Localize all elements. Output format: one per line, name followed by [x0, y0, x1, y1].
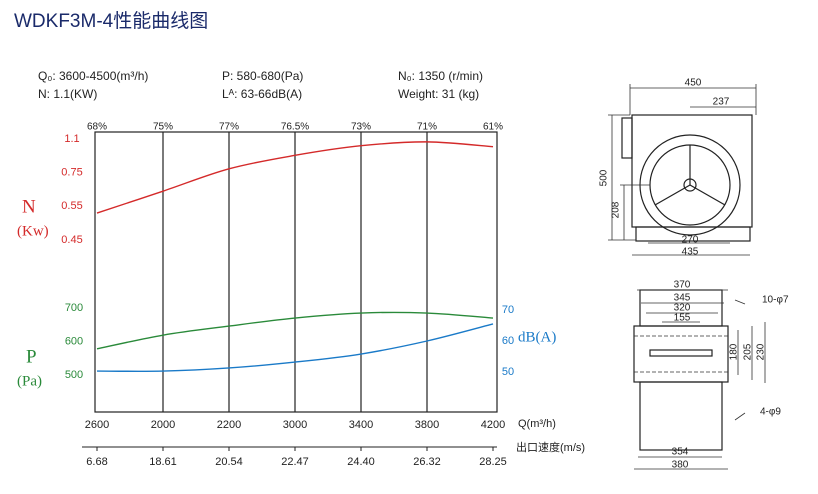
- top-label: 71%: [417, 122, 437, 133]
- top-label: 77%: [219, 122, 239, 133]
- y-tick-label: 500: [65, 369, 83, 381]
- dimension: 205: [743, 343, 754, 360]
- y-tick-label: 600: [65, 335, 83, 347]
- spec: Q₀: 3600-4500(m³/h): [38, 69, 148, 83]
- spec: Lᴬ: 63-66dB(A): [222, 87, 302, 101]
- y-tick-label: 60: [502, 335, 514, 347]
- spec: N₀: 1350 (r/min): [398, 69, 483, 83]
- x-tick-label: 3000: [283, 419, 307, 431]
- speed-label: 24.40: [347, 456, 375, 468]
- plot-frame: [94, 131, 498, 413]
- dimension: 450: [685, 78, 702, 89]
- y-tick-label: 0.75: [61, 167, 82, 179]
- dimension: 500: [599, 169, 610, 186]
- y-tick-label: 0.55: [61, 200, 82, 212]
- axis-unit: (Kw): [17, 223, 49, 239]
- y-tick-label: 0.45: [61, 234, 82, 246]
- x-tick-label: 2000: [151, 419, 175, 431]
- speed-label: 28.25: [479, 456, 507, 468]
- dimension: 380: [672, 460, 689, 471]
- dimension: 270: [682, 235, 699, 246]
- dimension: 370: [674, 280, 691, 291]
- axis-name: N: [22, 196, 36, 217]
- speed-label: 6.68: [86, 456, 107, 468]
- speed-label: 22.47: [281, 456, 309, 468]
- top-label: 76.5%: [281, 122, 309, 133]
- x-tick-label: 3800: [415, 419, 439, 431]
- x-tick-label: 4200: [481, 419, 505, 431]
- x-tick-label: 2600: [85, 419, 109, 431]
- speed-label: 20.54: [215, 456, 243, 468]
- x-tick-label: 2200: [217, 419, 241, 431]
- speed-label: 18.61: [149, 456, 177, 468]
- y-tick-label: 70: [502, 304, 514, 316]
- speed-axis-label: 出口速度(m/s): [516, 440, 585, 454]
- dimension: 320: [674, 303, 691, 314]
- axis-name: dB(A): [518, 329, 556, 345]
- top-drawing: [608, 84, 757, 256]
- spec: Weight: 31 (kg): [398, 87, 479, 101]
- top-label: 73%: [351, 122, 371, 133]
- dimension: 155: [674, 313, 691, 324]
- title: WDKF3M-4性能曲线图: [14, 10, 208, 32]
- y-tick-label: 1.1: [64, 133, 79, 145]
- top-label: 68%: [87, 122, 107, 133]
- dimension: 237: [713, 97, 730, 108]
- curve: [96, 311, 494, 350]
- dimension: 10-φ7: [762, 295, 789, 306]
- top-label: 61%: [483, 122, 503, 133]
- y-tick-label: 700: [65, 302, 83, 314]
- y-tick-label: 50: [502, 366, 514, 378]
- x-tick-label: 3400: [349, 419, 373, 431]
- curve: [96, 141, 494, 214]
- top-label: 75%: [153, 122, 173, 133]
- spec: P: 580-680(Pa): [222, 69, 303, 83]
- dimension: 354: [672, 447, 689, 458]
- speed-label: 26.32: [413, 456, 441, 468]
- x-axis-label: Q(m³/h): [518, 418, 556, 430]
- dimension: 230: [756, 343, 767, 360]
- dimension: 435: [682, 247, 699, 258]
- axis-name: P: [26, 346, 37, 367]
- dimension: 180: [729, 343, 740, 360]
- curve: [96, 323, 494, 372]
- dimension: 4-φ9: [760, 407, 781, 418]
- dimension: 345: [674, 293, 691, 304]
- axis-unit: (Pa): [17, 373, 42, 389]
- dimension: 208: [611, 201, 622, 218]
- spec: N: 1.1(KW): [38, 87, 97, 101]
- bottom-drawing: [633, 289, 766, 470]
